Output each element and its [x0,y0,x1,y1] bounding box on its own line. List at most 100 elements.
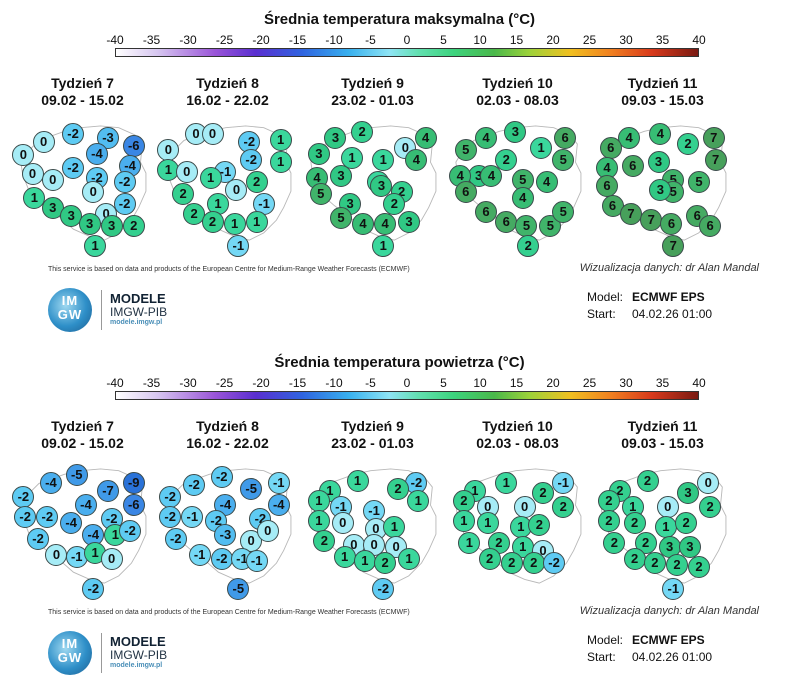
station-value: -5 [227,578,250,600]
week-label: Tydzień 10 [482,418,553,434]
station-value: 4 [352,213,375,235]
week-dates: 02.03 - 08.03 [476,435,559,451]
station-value: 3 [677,482,699,504]
scale-tick-label: 40 [692,33,706,47]
mean-temp-panel: Średnia temperatura powietrza (°C) -40 -35… [0,343,799,683]
station-value: 3 [370,175,393,197]
station-value: 0 [656,496,679,518]
station-value: -9 [122,472,145,494]
station-value: 2 [623,512,646,534]
station-value: 2 [623,548,646,570]
station-value: 0 [41,169,64,191]
station-value: 0 [331,512,354,534]
station-value: 1 [383,516,406,538]
logo-title: MODELE [110,634,166,649]
station-value: 4 [535,171,558,193]
station-value: 4 [511,187,534,209]
week-label: Tydzień 9 [341,75,404,91]
scale-tick-label: -10 [325,376,343,390]
scale-labels: -40 -35 -30 -25 -20 -15 -10 -5 0 5 10 15 20 25 30 35 40 [106,376,705,390]
station-value: 1 [452,510,475,532]
station-value: 4 [649,123,672,145]
imgw-badge-text: IM GW [57,636,83,665]
station-value: 2 [245,171,268,193]
week-dates: 23.02 - 01.03 [331,435,414,451]
station-value: 2 [597,490,620,512]
week-dates: 09.02 - 15.02 [41,92,124,108]
station-value: 1 [84,542,107,564]
station-value: 0 [225,179,248,201]
week-label: Tydzień 7 [51,75,114,91]
station-value: 5 [329,207,352,229]
week-dates: 02.03 - 08.03 [476,92,559,108]
station-value: 1 [372,235,395,257]
scale-tick-label: 0 [403,33,411,47]
scale-tick-label: -5 [365,376,376,390]
station-value: 6 [621,155,644,177]
station-value: 0 [82,181,105,203]
scale-tick-label: -20 [252,33,270,47]
station-value: -1 [552,472,575,494]
station-value: 2 [688,556,711,578]
station-value: 1 [407,490,430,512]
station-value: -2 [183,474,206,496]
week-dates: 09.03 - 15.03 [621,435,704,451]
station-value: 1 [333,546,356,568]
station-value: -2 [27,528,50,550]
scale-tick-label: 20 [546,33,560,47]
scale-tick-label: -40 [106,33,124,47]
model-value: ECMWF EPS [632,290,705,304]
station-value: -1 [227,235,250,257]
station-value: -4 [74,494,97,516]
station-value: 2 [677,133,699,155]
scale-tick-label: -40 [106,376,124,390]
station-value: 1 [530,137,553,159]
station-value: 6 [660,213,683,235]
station-value: 1 [341,147,363,169]
station-value: 2 [699,496,722,518]
model-info: Model: ECMWF EPS Start: 04.02.26 01:00 [587,289,712,323]
model-info: Model: ECMWF EPS Start: 04.02.26 01:00 [587,632,712,666]
station-value: -2 [113,171,136,193]
poland-map: 2 2 0 3 2 1 0 2 2 2 1 2 2 2 3 3 2 2 2 2 -1 [590,455,735,600]
station-value: 2 [478,548,501,570]
color-scale-bar [115,48,699,57]
scale-tick-label: -15 [288,376,307,390]
week-dates: 09.02 - 15.02 [41,435,124,451]
station-value: 2 [528,514,551,536]
logo-title: MODELE [110,291,166,306]
station-value: 6 [495,211,518,233]
station-value: 3 [329,165,352,187]
station-value: -2 [82,578,105,600]
panel-title: Średnia temperatura maksymalna (°C) [263,11,536,28]
station-value: -3 [214,524,237,546]
station-value: 5 [688,171,711,193]
scale-tick-label: 15 [509,376,524,390]
station-value: 5 [552,149,575,171]
station-value: -2 [543,552,566,574]
scale-tick-label: -5 [365,33,376,47]
station-value: 1 [199,167,222,189]
station-value: 3 [649,179,672,201]
station-value: 3 [78,213,101,235]
scale-tick-label: -35 [142,376,161,390]
station-value: 5 [454,139,477,161]
station-value: -2 [62,157,85,179]
station-value: 3 [647,151,670,173]
model-label: Model: [587,290,624,304]
station-value: 2 [603,532,626,554]
poland-map: 0 -2 -3 -6 0 -2 -4 -4 0 0 -2 1 0 -2 3 0 -2 3 3 3 2 1 [10,112,155,257]
station-value: 7 [702,127,725,149]
station-value: 3 [324,127,347,149]
station-value: -1 [662,578,685,600]
station-value: -1 [181,506,204,528]
model-value: ECMWF EPS [632,633,705,647]
station-value: 2 [383,193,406,215]
start-value: 04.02.26 01:00 [632,650,713,664]
station-value: -2 [113,193,136,215]
station-value: -4 [267,494,290,516]
station-value: 4 [414,127,437,149]
station-value: -2 [159,486,182,508]
start-value: 04.02.26 01:00 [632,307,713,321]
